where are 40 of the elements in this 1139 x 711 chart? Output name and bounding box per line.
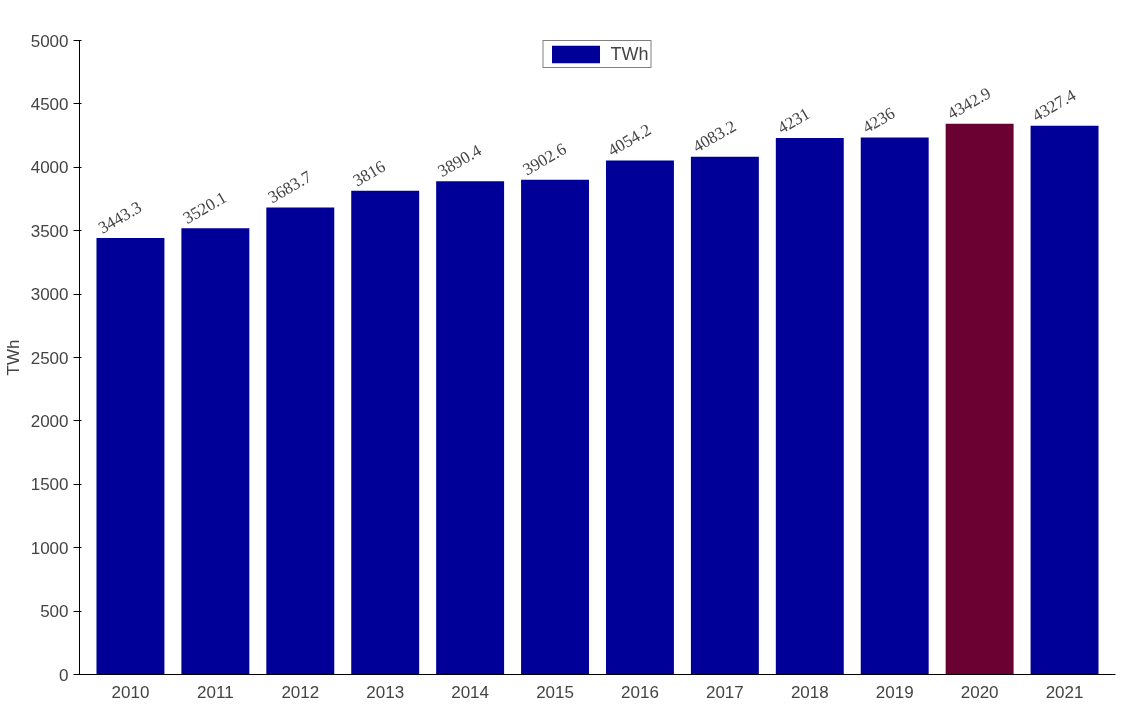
- x-tick-label: 2011: [197, 682, 234, 702]
- legend-label: TWh: [610, 43, 649, 65]
- x-tick-label: 2021: [1045, 682, 1084, 702]
- bar: [945, 123, 1014, 675]
- y-tick-label: 4500: [30, 94, 69, 114]
- bar: [605, 160, 674, 675]
- y-tick-label: 5000: [30, 31, 69, 51]
- y-tick-label: 0: [59, 665, 69, 685]
- x-tick-label: 2010: [111, 682, 150, 702]
- y-tick-label: 4000: [30, 158, 69, 178]
- y-axis-title: TWh: [3, 339, 23, 376]
- y-tick-label: 1000: [30, 538, 69, 558]
- x-tick-label: 2020: [960, 682, 999, 702]
- bar: [1030, 125, 1099, 675]
- x-tick-label: 2015: [536, 682, 574, 702]
- data-label: 4231: [774, 104, 814, 138]
- bar: [351, 190, 420, 675]
- y-tick-label: 2000: [30, 411, 69, 431]
- y-tick-label: 3000: [30, 285, 69, 305]
- data-label: 3816: [349, 156, 389, 191]
- data-label: 4236: [859, 103, 899, 137]
- x-tick-label: 2019: [875, 682, 914, 702]
- x-tick-label: 2014: [451, 682, 490, 702]
- bar: [436, 181, 505, 675]
- bar: [181, 228, 250, 675]
- x-tick-label: 2016: [621, 682, 659, 702]
- x-tick-label: 2012: [281, 682, 320, 702]
- bar: [266, 207, 335, 675]
- y-tick-label: 2500: [30, 348, 69, 368]
- y-tick-label: 500: [40, 602, 69, 622]
- x-tick-label: 2013: [366, 682, 405, 702]
- bar: [96, 237, 165, 675]
- x-tick-label: 2017: [705, 682, 744, 702]
- y-tick-label: 3500: [30, 221, 69, 241]
- bar: [860, 137, 929, 675]
- bar: [521, 179, 590, 675]
- x-tick-label: 2018: [790, 682, 829, 702]
- bar: [690, 156, 759, 675]
- bar: [775, 138, 844, 675]
- y-tick-label: 1500: [30, 475, 69, 495]
